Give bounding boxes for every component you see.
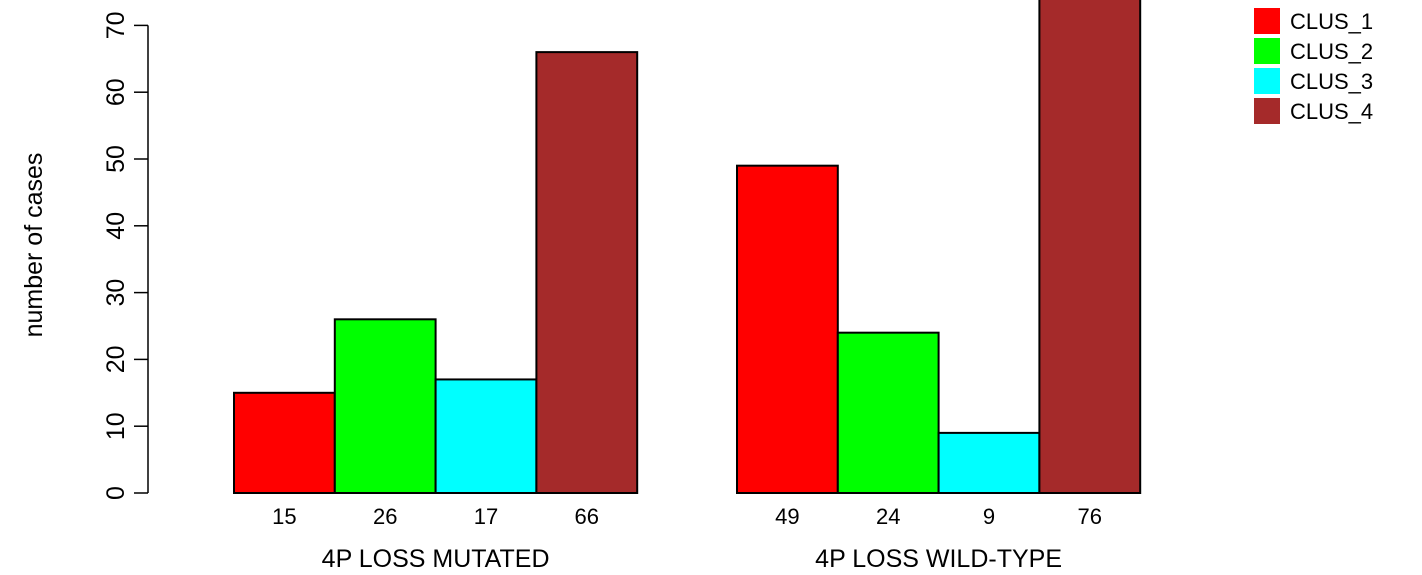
legend-swatch [1254, 98, 1280, 124]
bar-value-label: 66 [575, 504, 599, 529]
bar-clus-4 [535, 51, 639, 495]
group-label: 4P LOSS WILD-TYPE [815, 545, 1062, 573]
y-axis-label: number of cases [20, 153, 48, 338]
y-tick-label: 0 [102, 486, 130, 500]
bars [233, 0, 1142, 495]
group-label: 4P LOSS MUTATED [322, 545, 550, 573]
bar-value-label: 76 [1078, 504, 1102, 529]
y-axis: 0 10 20 30 40 50 60 70 [102, 11, 149, 500]
bar-clus-2 [836, 331, 940, 494]
legend: CLUS_1 CLUS_2 CLUS_3 CLUS_4 [1254, 8, 1373, 124]
bar-value-label: 26 [373, 504, 397, 529]
legend-label: CLUS_3 [1290, 69, 1373, 94]
bar-clus-2 [333, 318, 437, 494]
group-labels: 4P LOSS MUTATED 4P LOSS WILD-TYPE [322, 545, 1062, 573]
bar-value-label: 24 [876, 504, 900, 529]
legend-swatch [1254, 8, 1280, 34]
bar-clus-3 [937, 431, 1041, 495]
legend-label: CLUS_2 [1290, 39, 1373, 64]
bar-clus-1 [736, 164, 839, 494]
y-tick-label: 60 [102, 78, 130, 106]
bar-value-label: 49 [775, 504, 799, 529]
y-tick-label: 30 [102, 279, 130, 307]
bar-value-label: 9 [983, 504, 995, 529]
legend-label: CLUS_1 [1290, 9, 1373, 34]
value-labels: 15 26 17 66 49 24 9 76 [272, 504, 1102, 529]
y-tick-label: 10 [102, 412, 130, 440]
legend-swatch [1254, 68, 1280, 94]
y-tick-label: 50 [102, 145, 130, 173]
bar-clus-3 [434, 378, 538, 494]
bar-value-label: 15 [272, 504, 296, 529]
y-tick-label: 20 [102, 345, 130, 373]
bar-clus-4 [1038, 0, 1142, 494]
bar-value-label: 17 [474, 504, 498, 529]
legend-swatch [1254, 38, 1280, 64]
legend-label: CLUS_4 [1290, 99, 1373, 124]
bar-clus-1 [233, 391, 336, 494]
y-tick-label: 70 [102, 11, 130, 39]
y-tick-label: 40 [102, 212, 130, 240]
